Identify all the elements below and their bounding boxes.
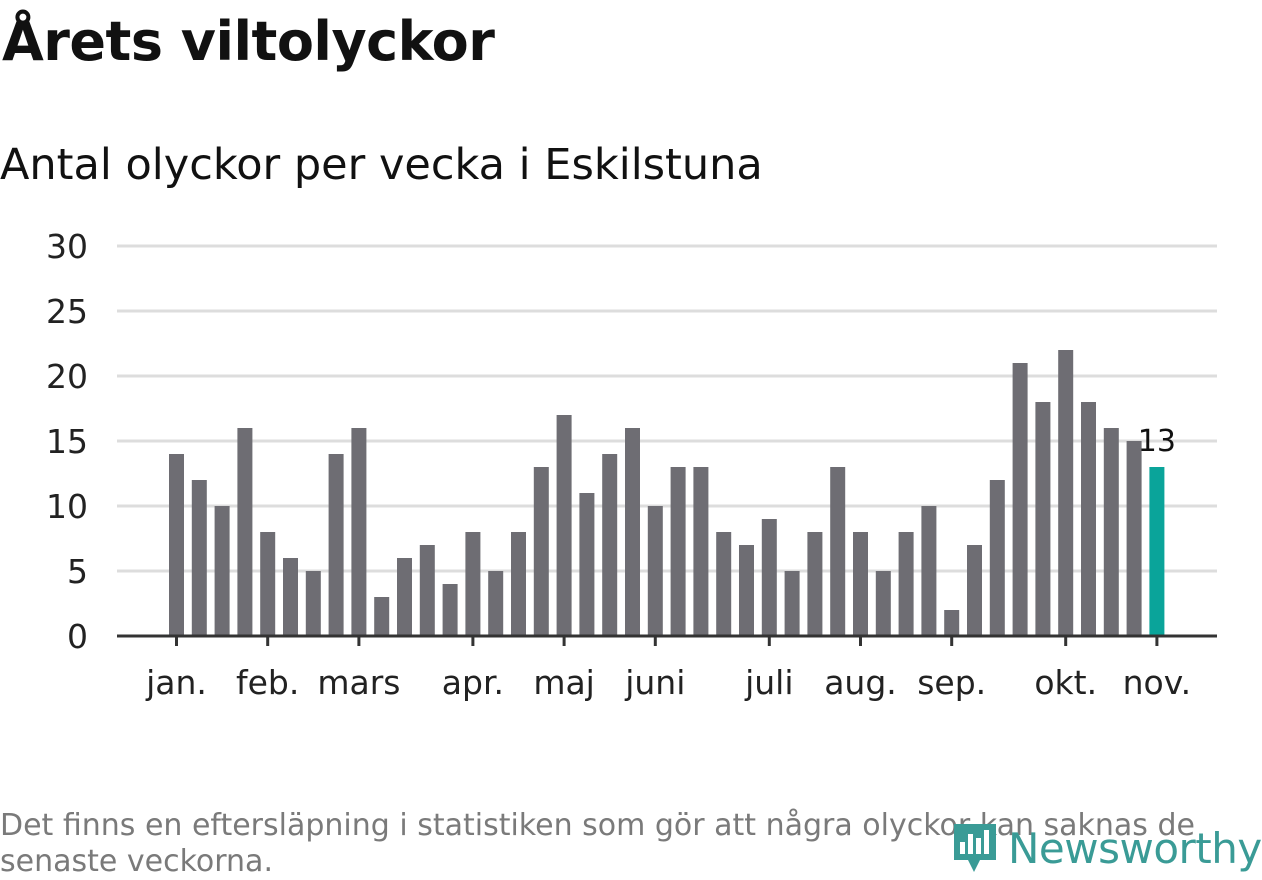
bar <box>191 480 207 636</box>
bar <box>214 506 230 636</box>
bar <box>237 428 253 636</box>
bar <box>921 506 937 636</box>
bar <box>647 506 663 636</box>
y-tick-label: 20 <box>46 357 88 396</box>
x-tick-label: sep. <box>917 663 986 702</box>
bar <box>693 467 709 636</box>
y-tick-label: 25 <box>46 292 88 331</box>
highlight-data-label: 13 <box>1138 424 1176 459</box>
newsworthy-logo-icon <box>954 824 996 872</box>
bar <box>419 545 435 636</box>
bar <box>283 558 298 636</box>
y-tick-label: 15 <box>46 422 88 461</box>
x-axis: jan. feb. mars apr. maj juni juli aug. sep. okt. n… <box>117 634 1217 702</box>
y-tick-label: 0 <box>67 617 88 656</box>
bars <box>169 350 1165 636</box>
bar <box>875 571 891 636</box>
bar <box>169 454 184 636</box>
bar <box>556 415 572 636</box>
bar <box>442 584 458 636</box>
bar <box>397 558 412 636</box>
bar <box>989 480 1005 636</box>
y-tick-label: 30 <box>46 227 88 266</box>
bar <box>898 532 914 636</box>
x-tick-label: maj <box>533 663 595 702</box>
logo-text: Newsworthy <box>1008 823 1262 873</box>
newsworthy-logo: Newsworthy <box>950 818 1262 878</box>
bar <box>1149 467 1165 636</box>
bar <box>328 454 344 636</box>
bar <box>579 493 595 636</box>
x-tick-label: aug. <box>824 663 897 702</box>
x-tick-label: juni <box>624 663 685 702</box>
bar <box>488 571 504 636</box>
bar <box>511 532 526 636</box>
bar <box>465 532 481 636</box>
x-tick-label: mars <box>317 663 400 702</box>
gridlines <box>117 244 1217 573</box>
x-tick-label: okt. <box>1034 663 1097 702</box>
bar <box>967 545 982 636</box>
bar <box>602 454 618 636</box>
bar <box>807 532 823 636</box>
bar <box>1081 402 1096 636</box>
bar <box>784 571 800 636</box>
chart-subtitle: Antal olyckor per vecka i Eskilstuna <box>0 140 763 190</box>
bar <box>1058 350 1074 636</box>
x-tick-label: apr. <box>442 663 504 702</box>
bar <box>1126 441 1142 636</box>
bar <box>305 571 321 636</box>
bar <box>716 532 732 636</box>
bar <box>625 428 640 636</box>
x-tick-label: jan. <box>145 663 207 702</box>
bar <box>1103 428 1119 636</box>
bar <box>374 597 390 636</box>
bar <box>739 545 754 636</box>
chart-title: Årets viltolyckor <box>2 10 495 73</box>
x-tick-label: nov. <box>1123 663 1192 702</box>
y-axis-ticks: 0 5 10 15 20 25 30 <box>46 227 88 656</box>
data-labels: 13 <box>1138 424 1176 459</box>
bar <box>260 532 276 636</box>
bar <box>761 519 777 636</box>
y-tick-label: 10 <box>46 487 88 526</box>
bar <box>670 467 686 636</box>
bar <box>533 467 549 636</box>
bar-chart: 0 5 10 15 20 25 30 jan. feb. mars apr. maj juni juli… <box>46 227 1217 702</box>
bar <box>944 610 960 636</box>
x-tick-label: juli <box>744 663 793 702</box>
bar <box>351 428 367 636</box>
bar <box>853 532 868 636</box>
y-tick-label: 5 <box>67 552 88 591</box>
x-tick-label: feb. <box>236 663 299 702</box>
bar <box>830 467 846 636</box>
bar <box>1012 363 1028 636</box>
bar <box>1035 402 1051 636</box>
